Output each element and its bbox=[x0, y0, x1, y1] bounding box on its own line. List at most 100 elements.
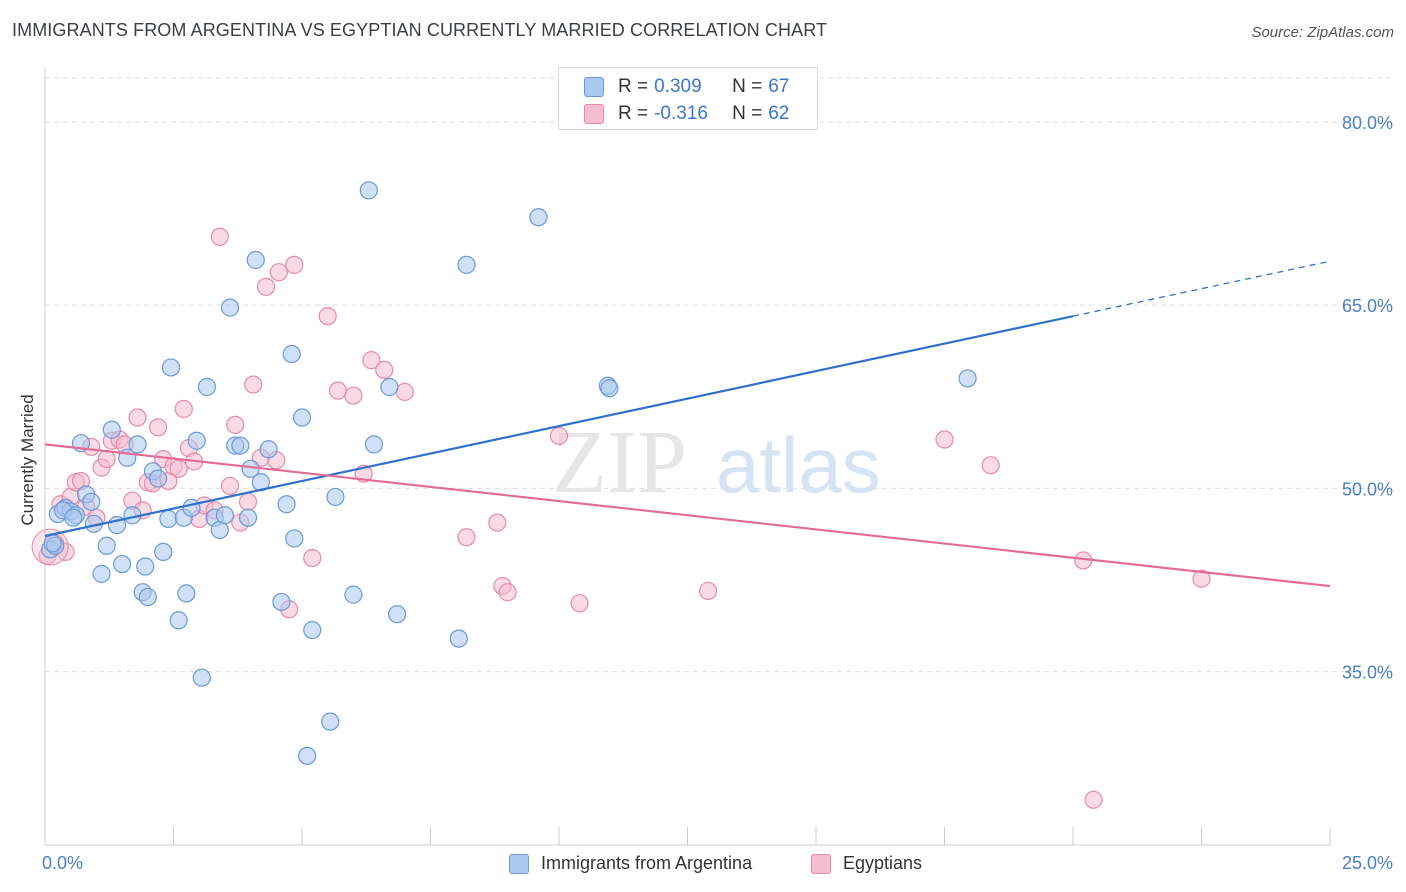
watermark: ZIP atlas bbox=[552, 413, 881, 512]
data-point-argentina bbox=[112, 554, 132, 574]
legend-row-argentina: R = 0.309 N = 67 bbox=[584, 75, 789, 99]
watermark-atlas: atlas bbox=[716, 421, 881, 509]
data-point-egyptians bbox=[220, 476, 240, 496]
data-point-argentina bbox=[529, 208, 548, 227]
data-point-egyptians bbox=[1084, 790, 1103, 809]
y-tick-label: 35.0% bbox=[1342, 663, 1393, 683]
data-point-argentina bbox=[231, 436, 250, 455]
chart-title: IMMIGRANTS FROM ARGENTINA VS EGYPTIAN CU… bbox=[12, 20, 828, 40]
data-point-egyptians bbox=[269, 263, 288, 282]
legend-label-argentina: Immigrants from Argentina bbox=[541, 853, 753, 873]
data-point-argentina bbox=[92, 564, 111, 583]
data-point-egyptians bbox=[488, 513, 507, 532]
data-point-argentina bbox=[161, 358, 181, 377]
data-point-argentina bbox=[97, 536, 116, 555]
data-point-egyptians bbox=[318, 307, 337, 326]
data-point-argentina bbox=[326, 487, 345, 507]
data-point-egyptians bbox=[148, 418, 168, 437]
data-point-argentina bbox=[154, 542, 173, 561]
legend-r-label: R = bbox=[618, 103, 649, 124]
trend-line-argentina bbox=[44, 315, 1074, 538]
data-point-egyptians bbox=[1192, 569, 1211, 588]
data-point-egyptians bbox=[981, 456, 1000, 475]
data-point-egyptians bbox=[570, 594, 589, 613]
trend-line-egyptians bbox=[44, 443, 1331, 588]
data-point-argentina bbox=[220, 298, 240, 317]
data-point-argentina bbox=[238, 508, 258, 527]
data-point-egyptians bbox=[210, 227, 229, 246]
trend-lines bbox=[44, 260, 1331, 588]
data-point-argentina bbox=[82, 492, 101, 511]
data-point-argentina bbox=[958, 369, 977, 388]
data-point-egyptians bbox=[244, 375, 263, 394]
data-point-egyptians bbox=[328, 381, 348, 400]
legend-item-argentina: Immigrants from Argentina bbox=[509, 853, 752, 874]
legend-n-label: N = bbox=[732, 76, 763, 97]
data-point-argentina bbox=[457, 255, 476, 274]
y-tick-label: 50.0% bbox=[1342, 479, 1393, 499]
data-point-argentina bbox=[272, 592, 291, 612]
data-point-argentina bbox=[359, 181, 378, 200]
legend-label-egyptians: Egyptians bbox=[843, 853, 923, 873]
legend-r-value: 0.309 bbox=[654, 76, 702, 97]
data-point-egyptians bbox=[395, 382, 414, 401]
data-point-argentina bbox=[159, 509, 178, 529]
data-point-egyptians bbox=[238, 492, 258, 511]
data-point-argentina bbox=[182, 498, 201, 518]
axes bbox=[44, 68, 1331, 846]
y-tick-label: 65.0% bbox=[1342, 296, 1393, 316]
data-point-argentina bbox=[197, 377, 217, 397]
data-point-egyptians bbox=[169, 459, 188, 478]
data-point-egyptians bbox=[549, 426, 569, 445]
x-tick-label: 25.0% bbox=[1342, 853, 1393, 873]
legend-r-value: -0.316 bbox=[654, 103, 708, 124]
y-axis-label: Currently Married bbox=[18, 394, 37, 526]
legend-swatch-egyptians bbox=[811, 853, 831, 874]
data-point-egyptians bbox=[457, 528, 476, 547]
legend-n-label: N = bbox=[732, 103, 763, 124]
data-point-egyptians bbox=[97, 449, 116, 469]
data-point-argentina bbox=[277, 495, 296, 514]
series-legend: Immigrants from Argentina Egyptians bbox=[0, 851, 1406, 879]
trend-line-argentina-extension bbox=[1072, 260, 1331, 317]
data-point-argentina bbox=[177, 584, 196, 603]
data-point-argentina bbox=[64, 508, 83, 527]
source-label: Source: ZipAtlas.com bbox=[1251, 24, 1394, 41]
watermark-zip: ZIP bbox=[552, 413, 687, 512]
data-point-argentina bbox=[215, 506, 234, 525]
data-point-egyptians bbox=[498, 583, 517, 602]
legend-r-label: R = bbox=[618, 76, 649, 97]
legend-swatch-egyptians bbox=[584, 104, 604, 124]
data-point-egyptians bbox=[285, 255, 304, 274]
data-point-argentina bbox=[102, 420, 121, 439]
data-point-argentina bbox=[344, 585, 363, 604]
data-point-argentina bbox=[128, 435, 147, 454]
data-point-egyptians bbox=[128, 408, 147, 427]
legend-swatch-argentina bbox=[584, 77, 604, 97]
data-point-argentina bbox=[259, 440, 278, 459]
data-point-egyptians bbox=[935, 430, 954, 449]
grid-lines bbox=[45, 77, 1392, 673]
legend-swatch-argentina bbox=[509, 853, 529, 874]
data-point-argentina bbox=[285, 529, 304, 548]
legend-item-egyptians: Egyptians bbox=[811, 853, 922, 874]
correlation-legend: R = 0.309 N = 67 R = -0.316 N = 62 bbox=[558, 67, 818, 130]
data-point-argentina bbox=[600, 379, 619, 398]
data-point-argentina bbox=[169, 611, 188, 630]
data-point-argentina bbox=[449, 629, 468, 648]
x-tick-label: 0.0% bbox=[42, 853, 83, 873]
data-point-egyptians bbox=[226, 415, 245, 434]
data-point-argentina bbox=[387, 605, 407, 624]
data-point-argentina bbox=[246, 250, 265, 270]
tick-labels: 35.0% 50.0% 65.0% 80.0% 0.0% 25.0% bbox=[42, 113, 1393, 873]
data-point-egyptians bbox=[303, 548, 322, 568]
data-point-argentina bbox=[321, 712, 340, 731]
data-point-egyptians bbox=[362, 351, 381, 370]
y-tick-label: 80.0% bbox=[1342, 113, 1393, 133]
data-point-argentina bbox=[282, 344, 301, 364]
data-point-argentina bbox=[292, 408, 312, 427]
data-point-argentina bbox=[364, 435, 384, 454]
data-point-argentina bbox=[148, 469, 168, 488]
data-point-egyptians bbox=[344, 386, 363, 405]
data-point-argentina bbox=[43, 534, 62, 553]
